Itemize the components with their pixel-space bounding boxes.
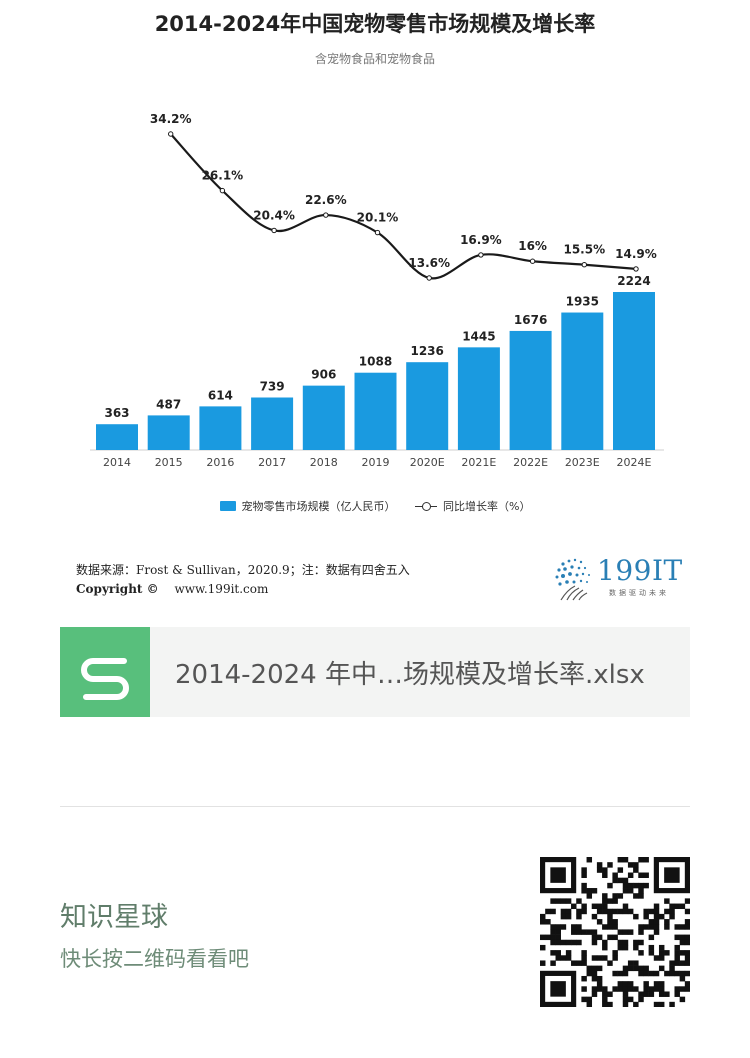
growth-label-2016: 26.1%: [202, 169, 244, 183]
bar-label-2018: 906: [311, 368, 336, 382]
growth-label-2019: 20.1%: [357, 211, 399, 225]
x-tick-2021E: 2021E: [461, 456, 496, 469]
qr-code[interactable]: [540, 857, 690, 1007]
legend-bar-swatch: [219, 501, 236, 511]
bar-label-2015: 487: [156, 397, 181, 411]
legend-label-market-size: 宠物零售市场规模（亿人民币）: [241, 500, 396, 513]
bar-2020E: [406, 362, 449, 450]
bar-label-2014: 363: [104, 406, 129, 420]
x-tick-2020E: 2020E: [410, 456, 445, 469]
bar-label-2022E: 1676: [514, 313, 547, 327]
growth-label-2024E: 14.9%: [615, 247, 657, 261]
growth-point-2017: [271, 227, 277, 234]
growth-point-2021E: [478, 252, 484, 258]
legend-line-swatch: [415, 501, 438, 511]
x-tick-2016: 2016: [206, 456, 234, 469]
bar-2017: [251, 397, 294, 450]
growth-point-2020E: [426, 275, 432, 281]
file-attachment-card[interactable]: 2014-2024 年中…场规模及增长率.xlsx: [60, 627, 690, 717]
x-tick-2024E: 2024E: [617, 456, 652, 469]
growth-rate-line: [169, 133, 637, 280]
bar-2015: [147, 415, 190, 450]
x-tick-2023E: 2023E: [565, 456, 600, 469]
growth-point-2018: [323, 212, 329, 218]
bar-label-2021E: 1445: [462, 329, 495, 343]
growth-label-2018: 22.6%: [305, 193, 347, 207]
x-tick-2017: 2017: [258, 456, 286, 469]
bar-label-2019: 1088: [359, 355, 392, 369]
brand-logo: 199IT 数据驱动未来: [553, 554, 683, 602]
growth-label-2023E: 15.5%: [563, 243, 605, 257]
x-tick-2019: 2019: [362, 456, 390, 469]
growth-label-2020E: 13.6%: [408, 256, 450, 270]
bar-label-2024E: 2224: [617, 274, 650, 288]
growth-point-2022E: [529, 258, 536, 264]
chart-subtitle: 含宠物食品和宠物食品: [314, 52, 435, 66]
bar-label-2023E: 1935: [566, 295, 599, 309]
growth-point-2016: [219, 187, 226, 194]
bar-2021E: [457, 347, 500, 450]
bar-label-2017: 739: [260, 379, 285, 393]
logo-tagline: 数据驱动未来: [609, 589, 669, 597]
divider: [60, 806, 690, 807]
logo-mark-icon: [555, 558, 590, 601]
chart-title: 2014-2024年中国宠物零售市场规模及增长率: [154, 12, 596, 36]
source-note: 数据来源：Frost & Sullivan，2020.9；注：数据有四舍五入: [76, 563, 410, 577]
bar-2019: [354, 372, 397, 450]
bar-2014: [96, 424, 138, 450]
bar-label-2020E: 1236: [410, 344, 443, 358]
footer-hint: 快长按二维码看看吧: [60, 947, 249, 971]
growth-label-2017: 20.4%: [253, 208, 295, 222]
growth-label-2021E: 16.9%: [460, 233, 502, 247]
bar-2016: [199, 406, 242, 450]
growth-label-2022E: 16%: [518, 239, 547, 253]
logo-brand: 199IT: [597, 554, 683, 587]
bar-2018: [302, 385, 345, 450]
growth-point-2015: [168, 131, 174, 137]
copyright-url[interactable]: www.199it.com: [174, 582, 269, 596]
bar-2023E: [561, 312, 604, 450]
bar-label-2016: 614: [208, 388, 233, 402]
x-tick-2015: 2015: [155, 456, 183, 469]
legend-item-market-size: 宠物零售市场规模（亿人民币）: [219, 498, 396, 514]
copyright-line: Copyright © www.199it.com: [76, 582, 268, 596]
file-name: 2014-2024 年中…场规模及增长率.xlsx: [175, 660, 645, 690]
growth-point-2019: [374, 229, 381, 236]
bar-2022E: [509, 330, 552, 450]
x-tick-2014: 2014: [103, 456, 131, 469]
growth-point-2023E: [581, 262, 587, 268]
x-tick-2022E: 2022E: [513, 456, 548, 469]
legend-label-growth-rate: 同比增长率（%）: [443, 500, 531, 513]
bar-2024E: [613, 292, 655, 450]
copyright-label: Copyright ©: [76, 582, 159, 596]
footer-title: 知识星球: [60, 902, 168, 933]
growth-label-2015: 34.2%: [150, 112, 192, 126]
x-tick-2018: 2018: [310, 456, 338, 469]
chart: 363 2014 487 2015 614 2016 739 2017 906 2018 1088 2…: [90, 112, 664, 469]
legend: 宠物零售市场规模（亿人民币） 同比增长率（%）: [0, 498, 750, 514]
s-file-icon: [60, 627, 150, 717]
growth-point-2024E: [633, 266, 639, 272]
legend-item-growth-rate: 同比增长率（%）: [415, 498, 530, 514]
